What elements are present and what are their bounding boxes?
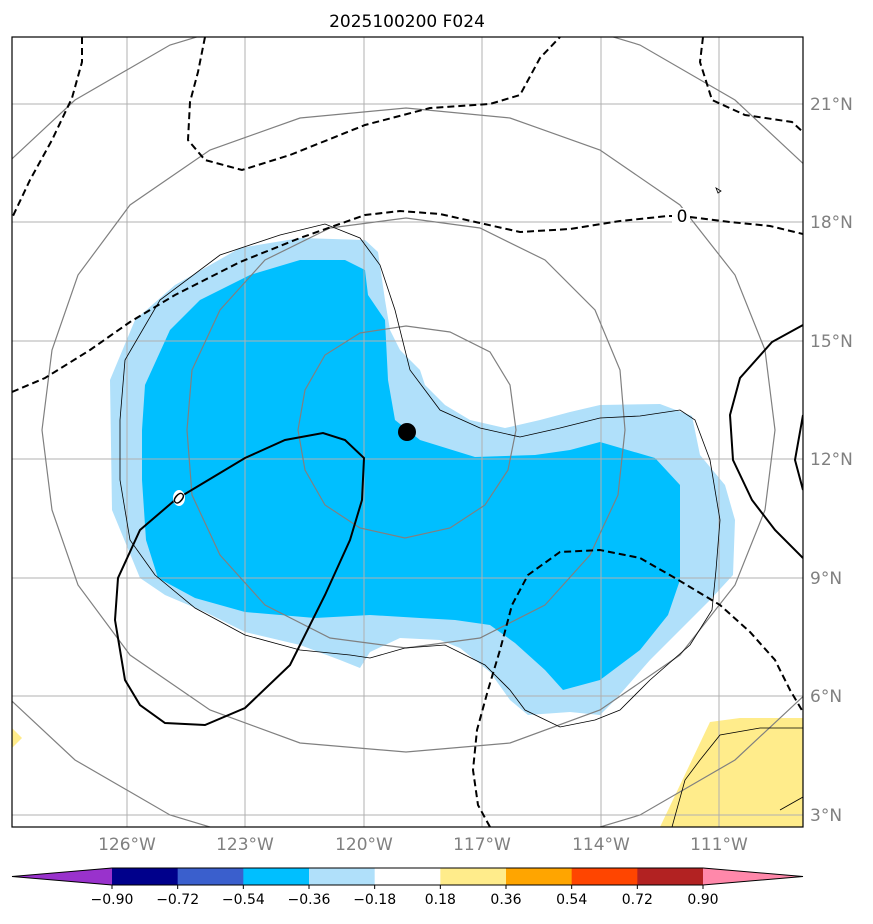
lon-label-117w: 117°W <box>453 835 511 855</box>
colorbar-tick-label: 0.36 <box>490 892 521 908</box>
lon-label-123w: 123°W <box>216 835 274 855</box>
dashed-contour-zero-north <box>12 209 676 393</box>
contour-label-north: 0 <box>677 207 688 227</box>
latitude-labels: 3°N 6°N 9°N 12°N 15°N 18°N 21°N <box>810 95 853 826</box>
colorbar-extension-low <box>12 868 112 885</box>
thin-contours <box>119 187 803 827</box>
colorbar-tick-label: 0.54 <box>556 892 587 908</box>
range-ring-1 <box>297 325 517 539</box>
lon-label-120w: 120°W <box>335 835 393 855</box>
thin-contour-main <box>119 223 721 728</box>
map-panel: 0 0 <box>12 37 803 827</box>
lat-label-12n: 12°N <box>810 450 853 470</box>
lat-label-6n: 6°N <box>810 687 842 707</box>
dashed-contours <box>12 37 803 827</box>
lat-label-18n: 18°N <box>810 213 853 233</box>
dashed-contour-south <box>471 548 803 827</box>
lat-label-21n: 21°N <box>810 95 853 115</box>
colorbar-segment <box>243 868 310 885</box>
zero-contour-east-edge <box>793 414 803 491</box>
thin-contour-small <box>715 187 722 194</box>
map-frame <box>11 36 804 828</box>
lon-label-111w: 111°W <box>690 835 748 855</box>
colorbar-segment <box>112 868 179 885</box>
colorbar-tick-label: −0.54 <box>222 892 265 908</box>
yellow-edge <box>12 728 22 748</box>
colorbar-tick-label: 0.72 <box>622 892 653 908</box>
lat-label-9n: 9°N <box>810 569 842 589</box>
lon-label-114w: 114°W <box>572 835 630 855</box>
longitude-labels: 126°W 123°W 120°W 117°W 114°W 111°W <box>98 835 748 855</box>
zero-contour-west <box>113 431 366 727</box>
blue-region <box>142 260 680 690</box>
dashed-contour-ne <box>698 37 803 133</box>
colorbar-segment <box>637 868 704 885</box>
colorbar-tick-label: −0.72 <box>156 892 199 908</box>
colorbar-segment <box>309 868 376 885</box>
lat-label-15n: 15°N <box>810 332 853 352</box>
colorbar-tick-label: −0.18 <box>353 892 396 908</box>
dashed-contour-zero-north-east <box>689 216 803 235</box>
dashed-contour-upper <box>186 37 561 172</box>
thin-contour-corner <box>779 796 803 811</box>
zero-contour-east <box>728 324 803 559</box>
colorbar-segment <box>440 868 507 885</box>
storm-center-dot <box>398 423 416 441</box>
lat-label-3n: 3°N <box>810 806 842 826</box>
colorbar-tick-label: −0.36 <box>288 892 331 908</box>
thin-contour-yellow <box>671 727 803 827</box>
yellow-region <box>660 718 803 827</box>
colorbar-segment <box>506 868 573 885</box>
colorbar-tick-label: 0.18 <box>425 892 456 908</box>
range-ring-3 <box>41 107 776 753</box>
colorbar-tick-label: 0.90 <box>687 892 718 908</box>
thick-solid-contours <box>113 324 803 727</box>
colorbar-segment <box>571 868 638 885</box>
colorbar-segment <box>177 868 244 885</box>
graticule <box>12 37 803 827</box>
colorbar-tick-label: −0.90 <box>91 892 134 908</box>
colorbar: −0.90 −0.72 −0.54 −0.36 −0.18 0.18 0.36 0.54 0.7… <box>11 867 804 908</box>
colorbar-segment <box>374 868 441 885</box>
figure-title: 2025100200 F024 <box>329 12 485 32</box>
lon-label-126w: 126°W <box>98 835 156 855</box>
anomaly-fills <box>12 238 803 827</box>
colorbar-extension-high <box>703 868 803 885</box>
